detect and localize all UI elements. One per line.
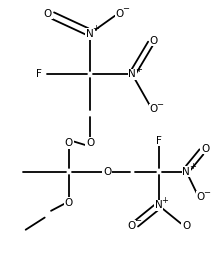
- Text: +: +: [135, 65, 142, 74]
- Text: F: F: [36, 69, 42, 79]
- Text: O: O: [201, 144, 209, 154]
- Text: O: O: [127, 221, 135, 231]
- Text: O: O: [149, 105, 158, 114]
- Text: +: +: [93, 25, 100, 34]
- Text: O: O: [149, 35, 158, 46]
- Text: F: F: [156, 136, 162, 146]
- Text: O: O: [116, 8, 124, 19]
- Text: N: N: [155, 200, 163, 210]
- Text: −: −: [204, 188, 210, 197]
- Text: O: O: [182, 221, 190, 231]
- Text: N: N: [128, 69, 136, 79]
- Text: O: O: [65, 198, 73, 208]
- Text: +: +: [189, 162, 196, 171]
- Text: O: O: [65, 138, 73, 148]
- Text: N: N: [182, 167, 190, 177]
- Text: O: O: [44, 8, 52, 19]
- Text: −: −: [134, 216, 141, 225]
- Text: O: O: [103, 167, 111, 177]
- Text: N: N: [86, 29, 94, 39]
- Text: O: O: [86, 138, 94, 148]
- Text: +: +: [161, 196, 168, 205]
- Text: O: O: [197, 192, 205, 202]
- Text: −: −: [122, 4, 129, 13]
- Text: −: −: [156, 100, 163, 109]
